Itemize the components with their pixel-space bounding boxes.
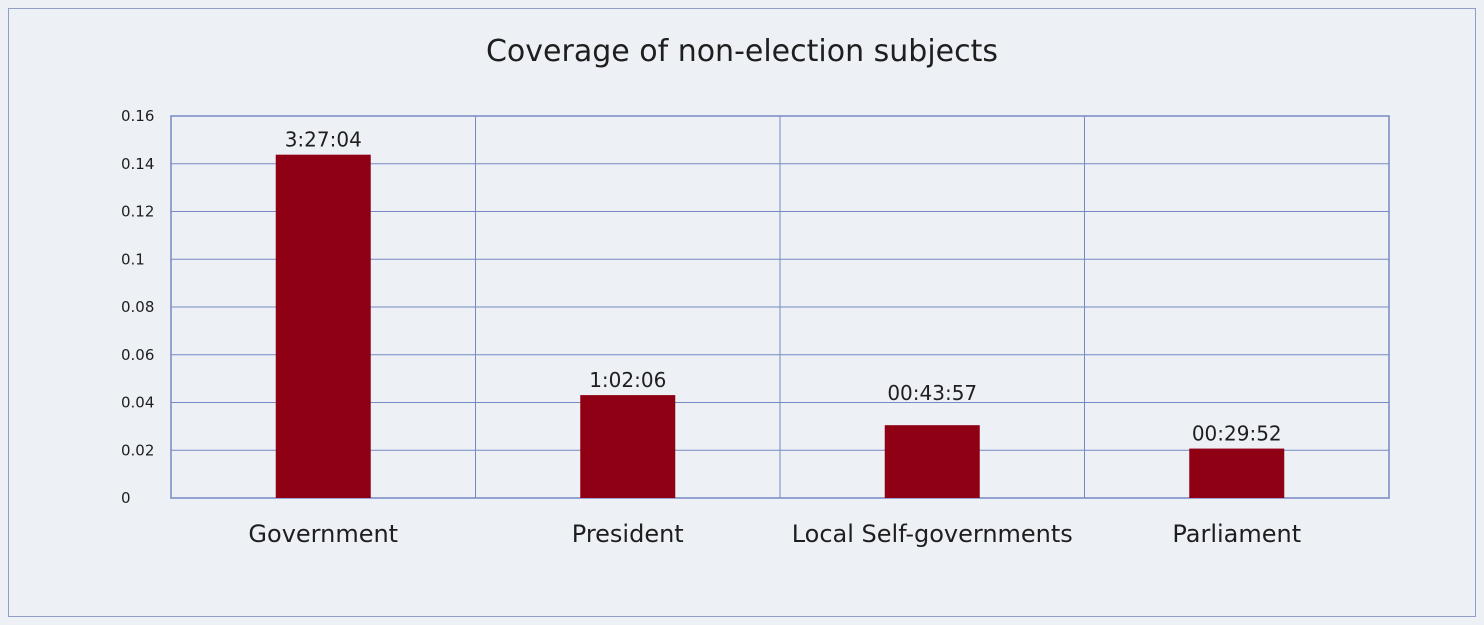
y-tick-label: 0	[121, 489, 131, 507]
y-tick-label: 0.02	[121, 441, 154, 459]
data-label: 3:27:04	[285, 128, 362, 152]
chart-frame	[8, 8, 1476, 617]
data-label: 00:29:52	[1192, 422, 1282, 446]
bar	[580, 395, 676, 498]
bar	[1189, 448, 1285, 498]
x-tick-label: Government	[248, 520, 398, 548]
y-tick-label: 0.1	[121, 250, 145, 268]
data-label: 1:02:06	[589, 368, 666, 392]
y-tick-label: 0.14	[121, 155, 154, 173]
y-tick-label: 0.16	[121, 107, 154, 125]
chart-title: Coverage of non-election subjects	[485, 34, 999, 69]
data-label: 00:43:57	[887, 381, 977, 405]
x-tick-label: Local Self-governments	[792, 520, 1073, 548]
bar	[884, 425, 980, 498]
y-tick-label: 0.12	[121, 203, 154, 221]
y-tick-label: 0.04	[121, 394, 154, 412]
y-tick-label: 0.08	[121, 298, 154, 316]
plot-area	[170, 115, 1390, 499]
bar	[275, 154, 371, 499]
x-tick-label: President	[572, 520, 684, 548]
y-tick-label: 0.06	[121, 346, 154, 364]
x-tick-label: Parliament	[1172, 520, 1301, 548]
